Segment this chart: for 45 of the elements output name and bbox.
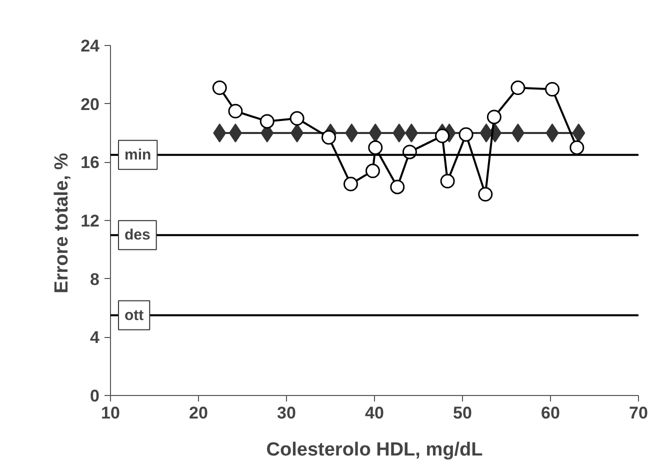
point xyxy=(478,187,493,202)
x-axis-title: Colesterolo HDL, mg/dL xyxy=(266,440,484,460)
point xyxy=(390,180,405,194)
y-tick-label: 16 xyxy=(80,153,100,172)
point xyxy=(486,110,502,124)
point xyxy=(440,174,455,188)
x-tick-label: 40 xyxy=(365,404,384,422)
ref-line-label: ott xyxy=(124,306,144,324)
x-tick-label: 70 xyxy=(629,404,648,422)
x-tick-label: 10 xyxy=(101,404,120,422)
point xyxy=(435,128,450,144)
ref-line-label: des xyxy=(124,226,150,244)
point xyxy=(510,80,526,96)
point xyxy=(368,124,382,142)
point xyxy=(545,82,560,96)
y-tick-label: 24 xyxy=(80,36,100,56)
y-tick-label: 12 xyxy=(80,212,100,230)
point xyxy=(546,124,559,142)
point xyxy=(343,176,358,192)
point xyxy=(213,124,226,142)
x-tick-label: 50 xyxy=(453,404,472,422)
y-tick-label: 4 xyxy=(90,328,100,348)
point xyxy=(365,164,380,178)
point xyxy=(458,127,474,142)
point xyxy=(228,124,242,142)
point xyxy=(572,124,586,142)
x-tick-label: 30 xyxy=(277,404,296,422)
y-tick-label: 8 xyxy=(90,270,100,289)
point xyxy=(212,80,227,96)
y-axis-title: Errore totale, % xyxy=(52,152,73,294)
y-tick-label: 0 xyxy=(90,386,100,406)
point xyxy=(368,140,383,155)
point xyxy=(404,124,418,142)
point xyxy=(392,124,406,142)
point xyxy=(290,124,304,142)
y-tick-label: 20 xyxy=(80,94,100,114)
point xyxy=(345,124,358,142)
point xyxy=(260,114,274,129)
point xyxy=(511,124,524,142)
x-tick-label: 60 xyxy=(541,404,560,422)
point xyxy=(290,111,304,126)
ref-line-label: min xyxy=(124,146,152,164)
point xyxy=(321,130,336,145)
x-tick-label: 20 xyxy=(189,404,208,422)
point xyxy=(228,104,243,118)
